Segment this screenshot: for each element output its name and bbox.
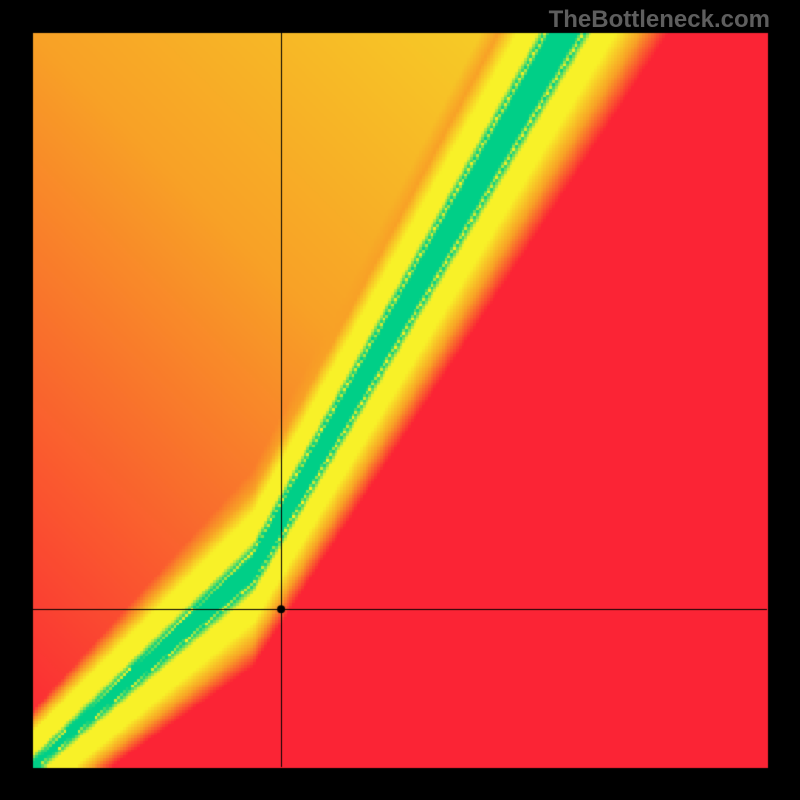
watermark-text: TheBottleneck.com: [549, 6, 770, 34]
chart-container: TheBottleneck.com: [0, 0, 800, 800]
heatmap-canvas: [0, 0, 800, 800]
